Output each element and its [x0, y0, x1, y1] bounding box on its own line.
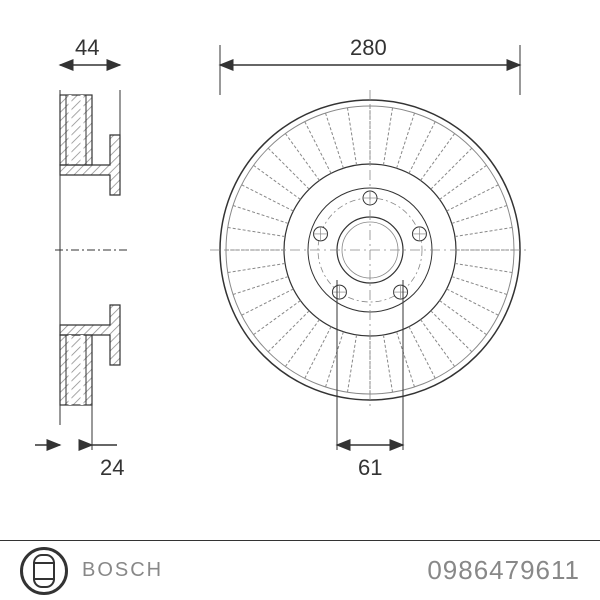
dim-outer-width: 44 — [75, 35, 99, 60]
dim-outer-diameter: 280 — [350, 35, 387, 60]
dim-hub-diameter: 61 — [358, 455, 382, 480]
part-number: 0986479611 — [427, 555, 580, 586]
bosch-logo-icon — [20, 547, 68, 595]
brand-name: BOSCH — [82, 559, 163, 582]
technical-drawing: 44 24 280 — [0, 0, 600, 500]
side-view: 44 24 — [35, 35, 130, 480]
dim-thickness: 24 — [100, 455, 124, 480]
face-view: 280 — [210, 35, 530, 480]
footer-bar: BOSCH 0986479611 — [0, 540, 600, 600]
